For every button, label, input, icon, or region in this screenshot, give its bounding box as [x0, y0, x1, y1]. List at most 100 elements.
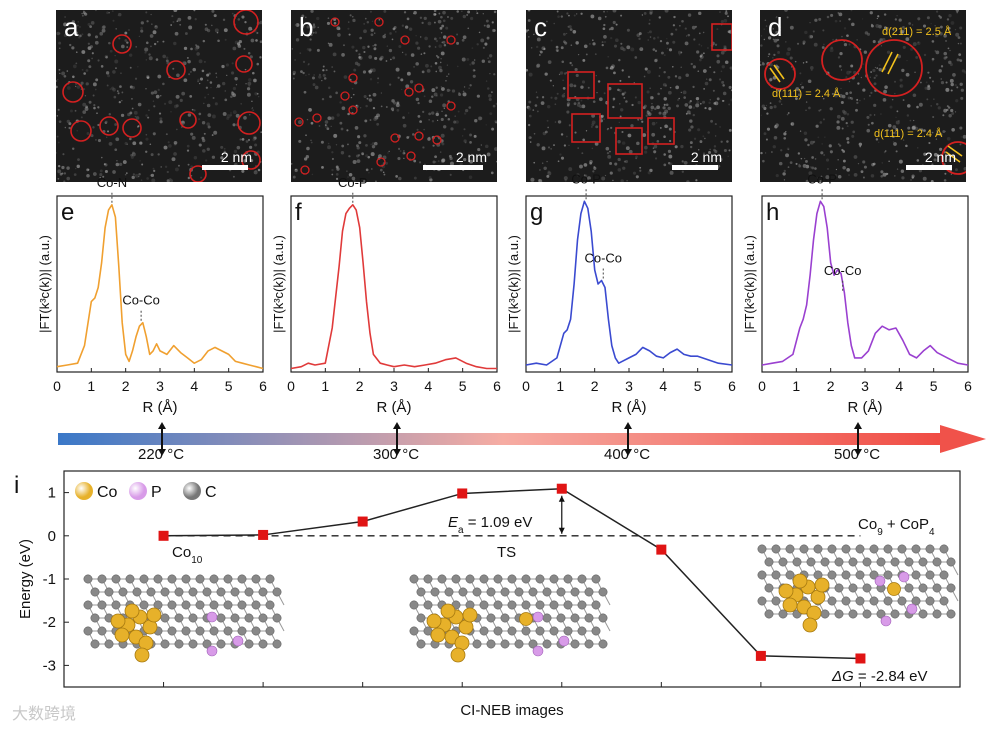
noise-dot	[704, 106, 707, 110]
noise-dot	[822, 118, 825, 121]
noise-dot	[97, 138, 102, 143]
noise-dot	[249, 55, 253, 59]
noise-dot	[536, 96, 539, 99]
noise-dot	[179, 23, 182, 26]
noise-dot	[347, 112, 350, 116]
noise-dot	[807, 143, 810, 147]
noise-dot	[247, 138, 251, 141]
carbon-atom	[549, 574, 559, 584]
noise-dot	[322, 69, 325, 72]
noise-dot	[956, 11, 959, 14]
noise-dot	[82, 11, 86, 15]
noise-dot	[647, 171, 651, 175]
atom-ring	[446, 101, 456, 111]
noise-dot	[321, 80, 323, 82]
noise-dot	[528, 72, 533, 77]
carbon-atom	[827, 570, 837, 580]
noise-dot	[663, 153, 666, 156]
noise-dot	[66, 176, 71, 181]
noise-dot	[863, 165, 867, 169]
noise-dot	[471, 61, 475, 65]
noise-dot	[409, 80, 414, 84]
noise-dot	[823, 43, 825, 46]
noise-dot	[916, 105, 919, 109]
noise-dot	[349, 14, 352, 17]
exafs-panel-e: 0 1 2 3 4 5 6R (Å)|FT(k³c(k))| (a.u.)eCo-NCo-C…	[37, 175, 267, 416]
noise-dot	[962, 134, 966, 139]
noise-dot	[565, 71, 568, 74]
carbon-atom	[778, 609, 788, 619]
noise-dot	[357, 135, 361, 139]
noise-dot	[246, 92, 251, 97]
noise-texture	[56, 10, 262, 182]
noise-dot	[306, 25, 310, 29]
noise-dot	[773, 105, 777, 109]
noise-dot	[188, 73, 191, 76]
noise-dot	[612, 105, 615, 109]
noise-dot	[454, 115, 457, 117]
noise-dot	[351, 15, 354, 18]
noise-dot	[422, 110, 425, 113]
noise-dot	[840, 69, 843, 71]
noise-dot	[579, 104, 583, 109]
atom-ring	[294, 117, 304, 127]
scale-bar	[202, 165, 248, 170]
y-tick-label: -2	[43, 614, 56, 631]
atom-ring	[406, 151, 416, 161]
x-tick-label: 4	[659, 378, 667, 394]
noise-dot	[426, 69, 431, 73]
noise-dot	[380, 105, 383, 108]
noise-dot	[697, 70, 700, 73]
noise-dot	[850, 120, 854, 124]
lattice-fringes	[769, 51, 963, 163]
noise-dot	[442, 35, 447, 39]
carbon-atom	[409, 626, 419, 636]
noise-dot	[106, 84, 109, 87]
noise-dot	[546, 160, 548, 163]
noise-dot	[413, 176, 417, 180]
noise-dot	[170, 111, 172, 113]
noise-dot	[850, 10, 853, 12]
noise-dot	[303, 90, 307, 94]
noise-dot	[162, 54, 167, 59]
noise-dot	[905, 72, 910, 77]
noise-dot	[949, 63, 953, 67]
noise-dot	[246, 87, 251, 91]
noise-dot	[103, 163, 106, 166]
noise-dot	[56, 85, 58, 88]
noise-dot	[92, 82, 97, 87]
noise-dot	[428, 112, 432, 116]
noise-dot	[880, 174, 884, 178]
noise-dot	[435, 86, 438, 89]
noise-dot	[245, 83, 247, 85]
noise-dot	[434, 155, 437, 159]
noise-dot	[403, 150, 405, 152]
noise-dot	[291, 48, 293, 50]
noise-dot	[441, 110, 443, 112]
noise-dot	[239, 138, 242, 141]
noise-dot	[461, 38, 465, 42]
noise-dot	[818, 17, 822, 21]
noise-dot	[366, 21, 370, 24]
noise-dot	[528, 136, 532, 140]
noise-dot	[78, 36, 81, 39]
noise-dot	[541, 146, 546, 151]
carbon-atom	[591, 574, 601, 584]
noise-dot	[668, 127, 672, 131]
particle-ring	[112, 34, 132, 54]
noise-dot	[873, 76, 876, 80]
noise-dot	[63, 33, 68, 38]
carbon-atom	[869, 544, 879, 554]
noise-dot	[58, 47, 61, 50]
noise-dot	[678, 53, 681, 56]
noise-dot	[959, 26, 963, 30]
noise-dot	[428, 119, 430, 121]
noise-dot	[416, 128, 419, 131]
noise-dot	[653, 150, 657, 154]
carbon-atom	[507, 626, 517, 636]
noise-dot	[905, 37, 910, 42]
noise-dot	[164, 165, 168, 168]
noise-dot	[439, 26, 443, 30]
noise-dot	[627, 75, 631, 79]
noise-dot	[620, 179, 624, 182]
